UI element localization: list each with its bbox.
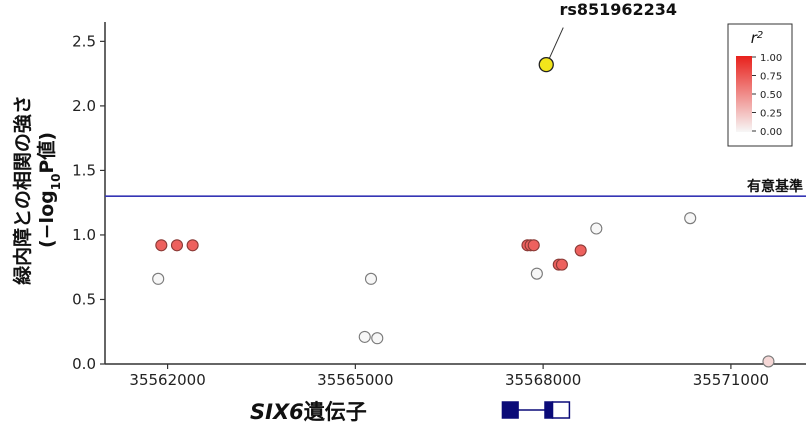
snp-point <box>684 212 697 225</box>
highlight-point <box>538 56 554 73</box>
y-axis-subtitle: (−log10P値) <box>36 132 63 248</box>
snp-point <box>527 239 540 252</box>
snp-point <box>574 244 587 257</box>
snp-point <box>364 272 378 285</box>
legend: r2 1.00 0.75 0.50 0.25 0.00 <box>727 23 793 147</box>
gene-track <box>501 401 571 419</box>
snp-point <box>762 355 775 368</box>
snp-point <box>155 239 168 252</box>
snp-point <box>186 239 199 252</box>
legend-tick-label: 0.25 <box>760 109 782 120</box>
x-tick-label: 35571000 <box>693 371 769 389</box>
snp-point <box>170 239 184 252</box>
snp-point <box>530 267 543 280</box>
legend-title: r2 <box>751 29 764 47</box>
y-ticks: 0.0 0.5 1.0 1.5 2.0 2.5 <box>72 32 105 373</box>
y-tick-label: 0.5 <box>72 290 96 308</box>
significance-label: 有意基準 <box>747 178 803 195</box>
y-tick-label: 1.0 <box>72 226 96 244</box>
highlight-leader-line <box>548 27 564 59</box>
y-tick-label: 0.0 <box>72 355 96 373</box>
legend-tick-label: 0.00 <box>760 127 782 138</box>
legend-tick-label: 0.50 <box>760 90 782 101</box>
legend-tick-label: 0.75 <box>760 72 782 83</box>
snp-point <box>371 332 384 345</box>
scatter-points <box>152 212 775 368</box>
legend-tick-label: 1.00 <box>760 53 782 64</box>
gene-exon <box>544 401 554 419</box>
y-tick-label: 2.5 <box>72 32 96 50</box>
x-tick-label: 35565000 <box>317 371 393 389</box>
snp-point <box>358 330 371 343</box>
snp-point <box>152 272 165 285</box>
gene-label: SIX6遺伝子 <box>250 400 367 424</box>
x-tick-label: 35562000 <box>129 371 205 389</box>
highlight-label: rs851962234 <box>559 0 677 19</box>
y-tick-label: 1.5 <box>72 161 96 179</box>
snp-point <box>590 222 603 235</box>
x-tick-label: 35568000 <box>505 371 581 389</box>
gene-exon <box>501 401 519 419</box>
snp-point <box>555 258 568 271</box>
x-ticks: 35562000 35565000 35568000 35571000 <box>129 364 769 389</box>
y-axis-title: 緑内障との相関の強さ <box>11 95 34 285</box>
gene-exon <box>551 401 571 419</box>
legend-colorbar <box>736 56 752 132</box>
y-tick-label: 2.0 <box>72 97 96 115</box>
